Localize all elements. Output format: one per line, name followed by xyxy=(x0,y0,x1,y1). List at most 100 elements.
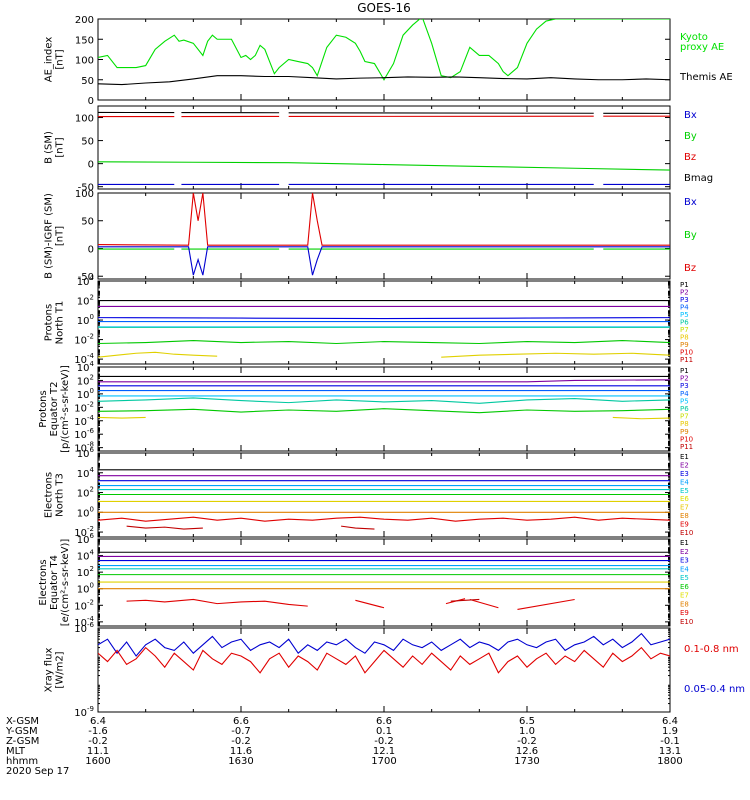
y-tick-label: 10-6 xyxy=(74,427,94,441)
legend-entry: Bx xyxy=(684,110,697,121)
time-axis-value: 12.6 xyxy=(516,746,538,757)
time-axis-value: 0.1 xyxy=(376,726,392,737)
panel-frame xyxy=(97,105,671,190)
time-axis-row-label: Z-GSM xyxy=(6,736,39,747)
legend-entry: E6 xyxy=(680,495,689,503)
y-axis-label: Electrons xyxy=(44,472,55,518)
time-axis-value: 6.4 xyxy=(662,716,678,727)
time-axis-row-label: X-GSM xyxy=(6,716,39,727)
legend-entry: E1 xyxy=(680,453,689,461)
legend-entry: P8 xyxy=(680,334,689,342)
legend-entry: Kyoto xyxy=(680,32,708,43)
y-axis-label: Electrons xyxy=(38,559,49,605)
y-tick-label: 100 xyxy=(75,114,94,125)
series-group xyxy=(98,111,670,185)
legend-entry: P9 xyxy=(680,428,689,436)
time-axis-value: 12.1 xyxy=(373,746,395,757)
y-axis-label: B (SM)-IGRF (SM) xyxy=(44,193,55,279)
y-tick-label: 0 xyxy=(88,96,94,107)
legend-entry: P9 xyxy=(680,341,689,349)
series-line-kyoto-proxy-ae xyxy=(98,19,670,81)
y-axis-label: [p/(cm²-s-sr-keV)] xyxy=(60,365,71,453)
legend-entry: P1 xyxy=(680,367,689,375)
series-group xyxy=(98,375,670,420)
y-tick-label: 10-2 xyxy=(74,598,94,612)
legend-entry: E10 xyxy=(680,529,693,537)
legend-entry: P6 xyxy=(680,405,689,413)
y-axis-label: [W/m2] xyxy=(55,651,66,688)
time-axis-value: -0.2 xyxy=(374,736,394,747)
y-axis-label: Protons xyxy=(44,304,55,341)
legend-entry: E3 xyxy=(680,557,689,565)
legend-entry: E10 xyxy=(680,618,693,626)
legend-entry: Themis AE xyxy=(679,72,733,83)
y-tick-label: 150 xyxy=(75,35,94,46)
legend-entry: E2 xyxy=(680,461,689,469)
legend-entry: E1 xyxy=(680,539,689,547)
time-axis-value: 1800 xyxy=(657,756,682,767)
legend-entry: E4 xyxy=(680,565,689,573)
legend-entry: P10 xyxy=(680,435,693,443)
time-axis-row-label: MLT xyxy=(6,746,26,757)
time-axis-value: -0.1 xyxy=(660,736,680,747)
y-tick-label: 104 xyxy=(77,466,95,480)
legend-entry: P6 xyxy=(680,319,689,327)
series-line-p7 xyxy=(98,408,670,414)
time-axis-row-label: Y-GSM xyxy=(5,726,38,737)
legend-entry: Bz xyxy=(684,152,696,163)
y-axis-label: B (SM) xyxy=(44,131,55,164)
time-axis-value: -1.6 xyxy=(88,726,108,737)
y-tick-label: 0 xyxy=(88,244,94,255)
legend-entry: E7 xyxy=(680,592,689,600)
legend-entry: E9 xyxy=(680,609,689,617)
y-tick-label: -50 xyxy=(78,183,94,194)
legend-entry: Bmag xyxy=(684,173,713,184)
series-group xyxy=(98,551,670,610)
legend-entry: P2 xyxy=(680,289,689,297)
series-line-p3 xyxy=(98,317,670,320)
series-line-bx xyxy=(98,246,670,276)
series-group xyxy=(98,469,670,530)
time-axis-value: 1.0 xyxy=(519,726,535,737)
legend-entry: 0.1-0.8 nm xyxy=(684,644,739,655)
y-tick-label: 102 xyxy=(77,294,94,308)
y-tick-label: 50 xyxy=(81,76,94,87)
series-group xyxy=(98,632,670,674)
legend-entry: P2 xyxy=(680,375,689,383)
y-axis-label: Equator T2 xyxy=(49,382,60,437)
y-tick-label: -50 xyxy=(78,272,94,283)
legend-entry: P7 xyxy=(680,413,689,421)
y-axis-label: [nT] xyxy=(55,137,66,157)
y-axis-label: [nT] xyxy=(55,226,66,246)
panel-bdiff: -50 0 50 100 B (SM)-IGRF (SM) [nT] Bx By Bz xyxy=(44,189,697,283)
y-tick-label: 10-6 xyxy=(74,621,94,635)
legend-entry: Bz xyxy=(684,263,696,274)
legend-entry: E5 xyxy=(680,487,689,495)
time-axis-row-label: 2020 Sep 17 xyxy=(6,766,69,777)
y-axis-label: [nT] xyxy=(55,49,66,69)
legend-entry: P7 xyxy=(680,326,689,334)
panel-frame xyxy=(97,627,671,713)
series-line-p8b xyxy=(612,416,670,420)
series-group xyxy=(98,19,670,86)
legend-entry: E2 xyxy=(680,548,689,556)
legend-entry: P1 xyxy=(680,281,689,289)
series-line-0-05-0-4-nm xyxy=(98,632,670,657)
legend-entry: P5 xyxy=(680,397,689,405)
y-axis-label: Xray flux xyxy=(44,648,55,693)
legend-entry: P3 xyxy=(680,382,689,390)
series-line-e10 xyxy=(126,525,203,530)
y-tick-label: 100 xyxy=(77,313,94,327)
time-axis-value: 1730 xyxy=(514,756,539,767)
time-axis-value: 1.9 xyxy=(662,726,678,737)
series-line-e9d xyxy=(469,598,499,609)
time-axis-value: -0.2 xyxy=(517,736,537,747)
series-line-e10b xyxy=(341,525,375,530)
series-group xyxy=(98,193,670,276)
